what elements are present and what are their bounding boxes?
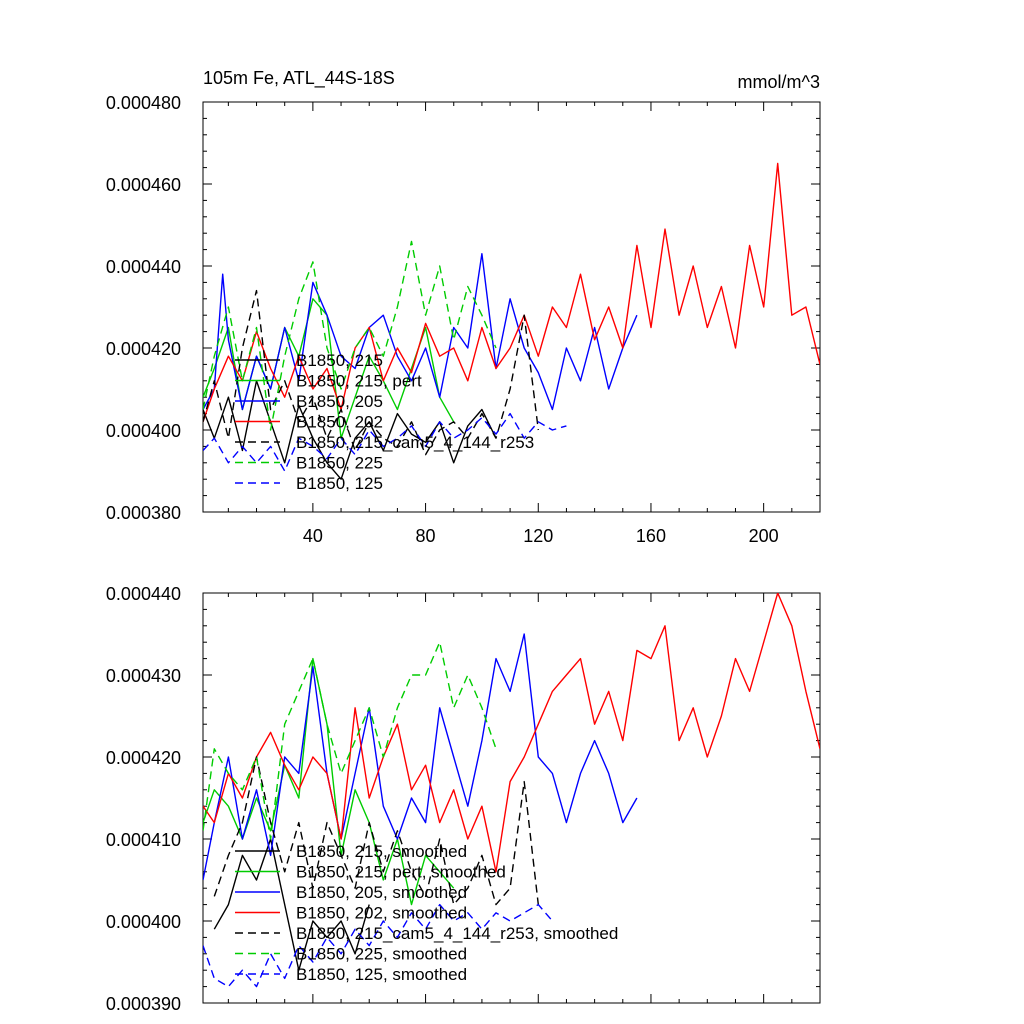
series-line-b1850-215-cam5-4-144-r253-smoothed	[213, 756, 539, 906]
legend-label: B1850, 202, smoothed	[296, 904, 467, 923]
series-line-b1850-215-cam5-4-144-r253	[203, 289, 539, 456]
y-tick-label: 0.000420	[106, 339, 181, 359]
legend-label: B1850, 225	[296, 454, 383, 473]
x-tick-label: 160	[636, 526, 666, 546]
series-line-b1850-205	[203, 252, 638, 411]
legend-label: B1850, 215, pert, smoothed	[296, 863, 506, 882]
bottom-chart-panel: 0.000390 0.000400 0.000410 0.000420 0.000430…	[106, 584, 821, 1014]
legend-label: B1850, 215_cam5_4_144_r253	[296, 433, 534, 452]
x-tick-label: 80	[416, 526, 436, 546]
plot-frame	[202, 101, 821, 513]
series-line-b1850-205-smoothed	[203, 633, 638, 881]
legend-label: B1850, 215_cam5_4_144_r253, smoothed	[296, 924, 618, 943]
y-tick-label: 0.000380	[106, 503, 181, 523]
legend-label: B1850, 225, smoothed	[296, 945, 467, 964]
y-tick-label: 0.000440	[106, 584, 181, 604]
y-tick-label: 0.000400	[106, 421, 181, 441]
legend-label: B1850, 202	[296, 413, 383, 432]
legend-label: B1850, 205, smoothed	[296, 883, 467, 902]
top-chart-panel: 0.000380 0.000400 0.000420 0.000440 0.000460…	[106, 68, 821, 546]
units-label: mmol/m^3	[738, 72, 820, 92]
legend-label: B1850, 215	[296, 351, 383, 370]
series-line-b1850-202-smoothed	[203, 593, 820, 873]
series-line-b1850-225-smoothed	[203, 641, 497, 840]
y-tick-label: 0.000440	[106, 257, 181, 277]
series-line-b1850-225	[203, 240, 497, 431]
legend-label: B1850, 125, smoothed	[296, 965, 467, 984]
y-tick-label: 0.000400	[106, 912, 181, 932]
series-group	[203, 593, 820, 988]
y-tick-label: 0.000390	[106, 994, 181, 1014]
series-line-b1850-202	[203, 162, 820, 423]
x-tick-label: 120	[523, 526, 553, 546]
series-line-b1850-125-smoothed	[203, 903, 553, 988]
legend-label: B1850, 215, pert	[296, 372, 422, 391]
chart-title: 105m Fe, ATL_44S-18S	[203, 68, 395, 89]
plot-frame	[202, 592, 821, 1004]
series-line-b1850-215	[203, 380, 497, 480]
series-line-b1850-215-smoothed	[213, 838, 370, 971]
series-line-b1850-125	[203, 412, 567, 472]
y-tick-label: 0.000420	[106, 748, 181, 768]
y-tick-label: 0.000410	[106, 830, 181, 850]
x-tick-label: 40	[303, 526, 323, 546]
legend-label: B1850, 205	[296, 392, 383, 411]
legend-label: B1850, 125	[296, 474, 383, 493]
y-tick-label: 0.000480	[106, 93, 181, 113]
series-group	[203, 162, 820, 480]
x-tick-label: 200	[749, 526, 779, 546]
y-tick-label: 0.000460	[106, 175, 181, 195]
legend-label: B1850, 215, smoothed	[296, 842, 467, 861]
y-tick-label: 0.000430	[106, 666, 181, 686]
